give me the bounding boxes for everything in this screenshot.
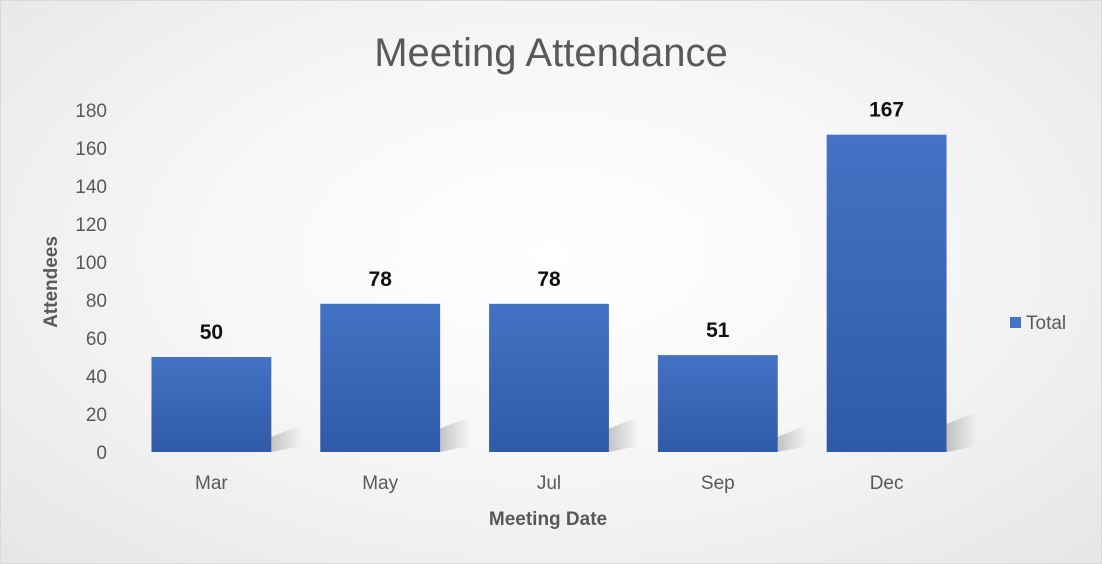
data-labels: 50 78 78 51 167 — [200, 99, 904, 344]
legend: Total — [1010, 313, 1066, 334]
bar-shadow — [271, 425, 302, 452]
x-tick-label: Jul — [537, 473, 561, 494]
data-label: 78 — [369, 268, 393, 291]
bar-dec — [826, 134, 947, 452]
y-tick-label: 0 — [96, 443, 107, 464]
bar-shadows — [271, 412, 977, 452]
bar-shadow — [440, 416, 471, 452]
y-axis-tick-labels: 0 20 40 60 80 100 120 140 160 180 — [75, 101, 107, 464]
bar-shadow — [777, 424, 808, 452]
bar-mar — [151, 357, 272, 452]
x-axis-title: Meeting Date — [489, 509, 607, 530]
x-tick-label: Dec — [870, 473, 904, 494]
y-axis-title: Attendees — [41, 236, 62, 328]
legend-label: Total — [1026, 313, 1066, 334]
bar-shadow — [608, 416, 639, 452]
chart-title: Meeting Attendance — [374, 31, 728, 75]
y-tick-label: 140 — [75, 177, 107, 198]
x-tick-label: Mar — [195, 473, 228, 494]
x-tick-label: Sep — [701, 473, 735, 494]
data-label: 50 — [200, 321, 223, 344]
bar-shadow — [946, 412, 977, 452]
bar-sep — [657, 355, 778, 452]
x-axis-tick-labels: Mar May Jul Sep Dec — [195, 473, 903, 494]
bar-may — [320, 303, 441, 452]
y-tick-label: 40 — [86, 367, 107, 388]
data-label: 167 — [869, 99, 904, 122]
x-tick-label: May — [362, 473, 398, 494]
bars — [151, 134, 947, 452]
y-tick-label: 120 — [75, 215, 107, 236]
y-tick-label: 160 — [75, 139, 107, 160]
data-label: 51 — [706, 319, 730, 342]
y-tick-label: 100 — [75, 253, 107, 274]
data-label: 78 — [537, 268, 561, 291]
bar-jul — [489, 303, 609, 452]
y-tick-label: 20 — [86, 405, 107, 426]
y-tick-label: 80 — [86, 291, 107, 312]
legend-swatch — [1010, 317, 1021, 328]
y-tick-label: 60 — [86, 329, 107, 350]
y-tick-label: 180 — [75, 101, 107, 122]
